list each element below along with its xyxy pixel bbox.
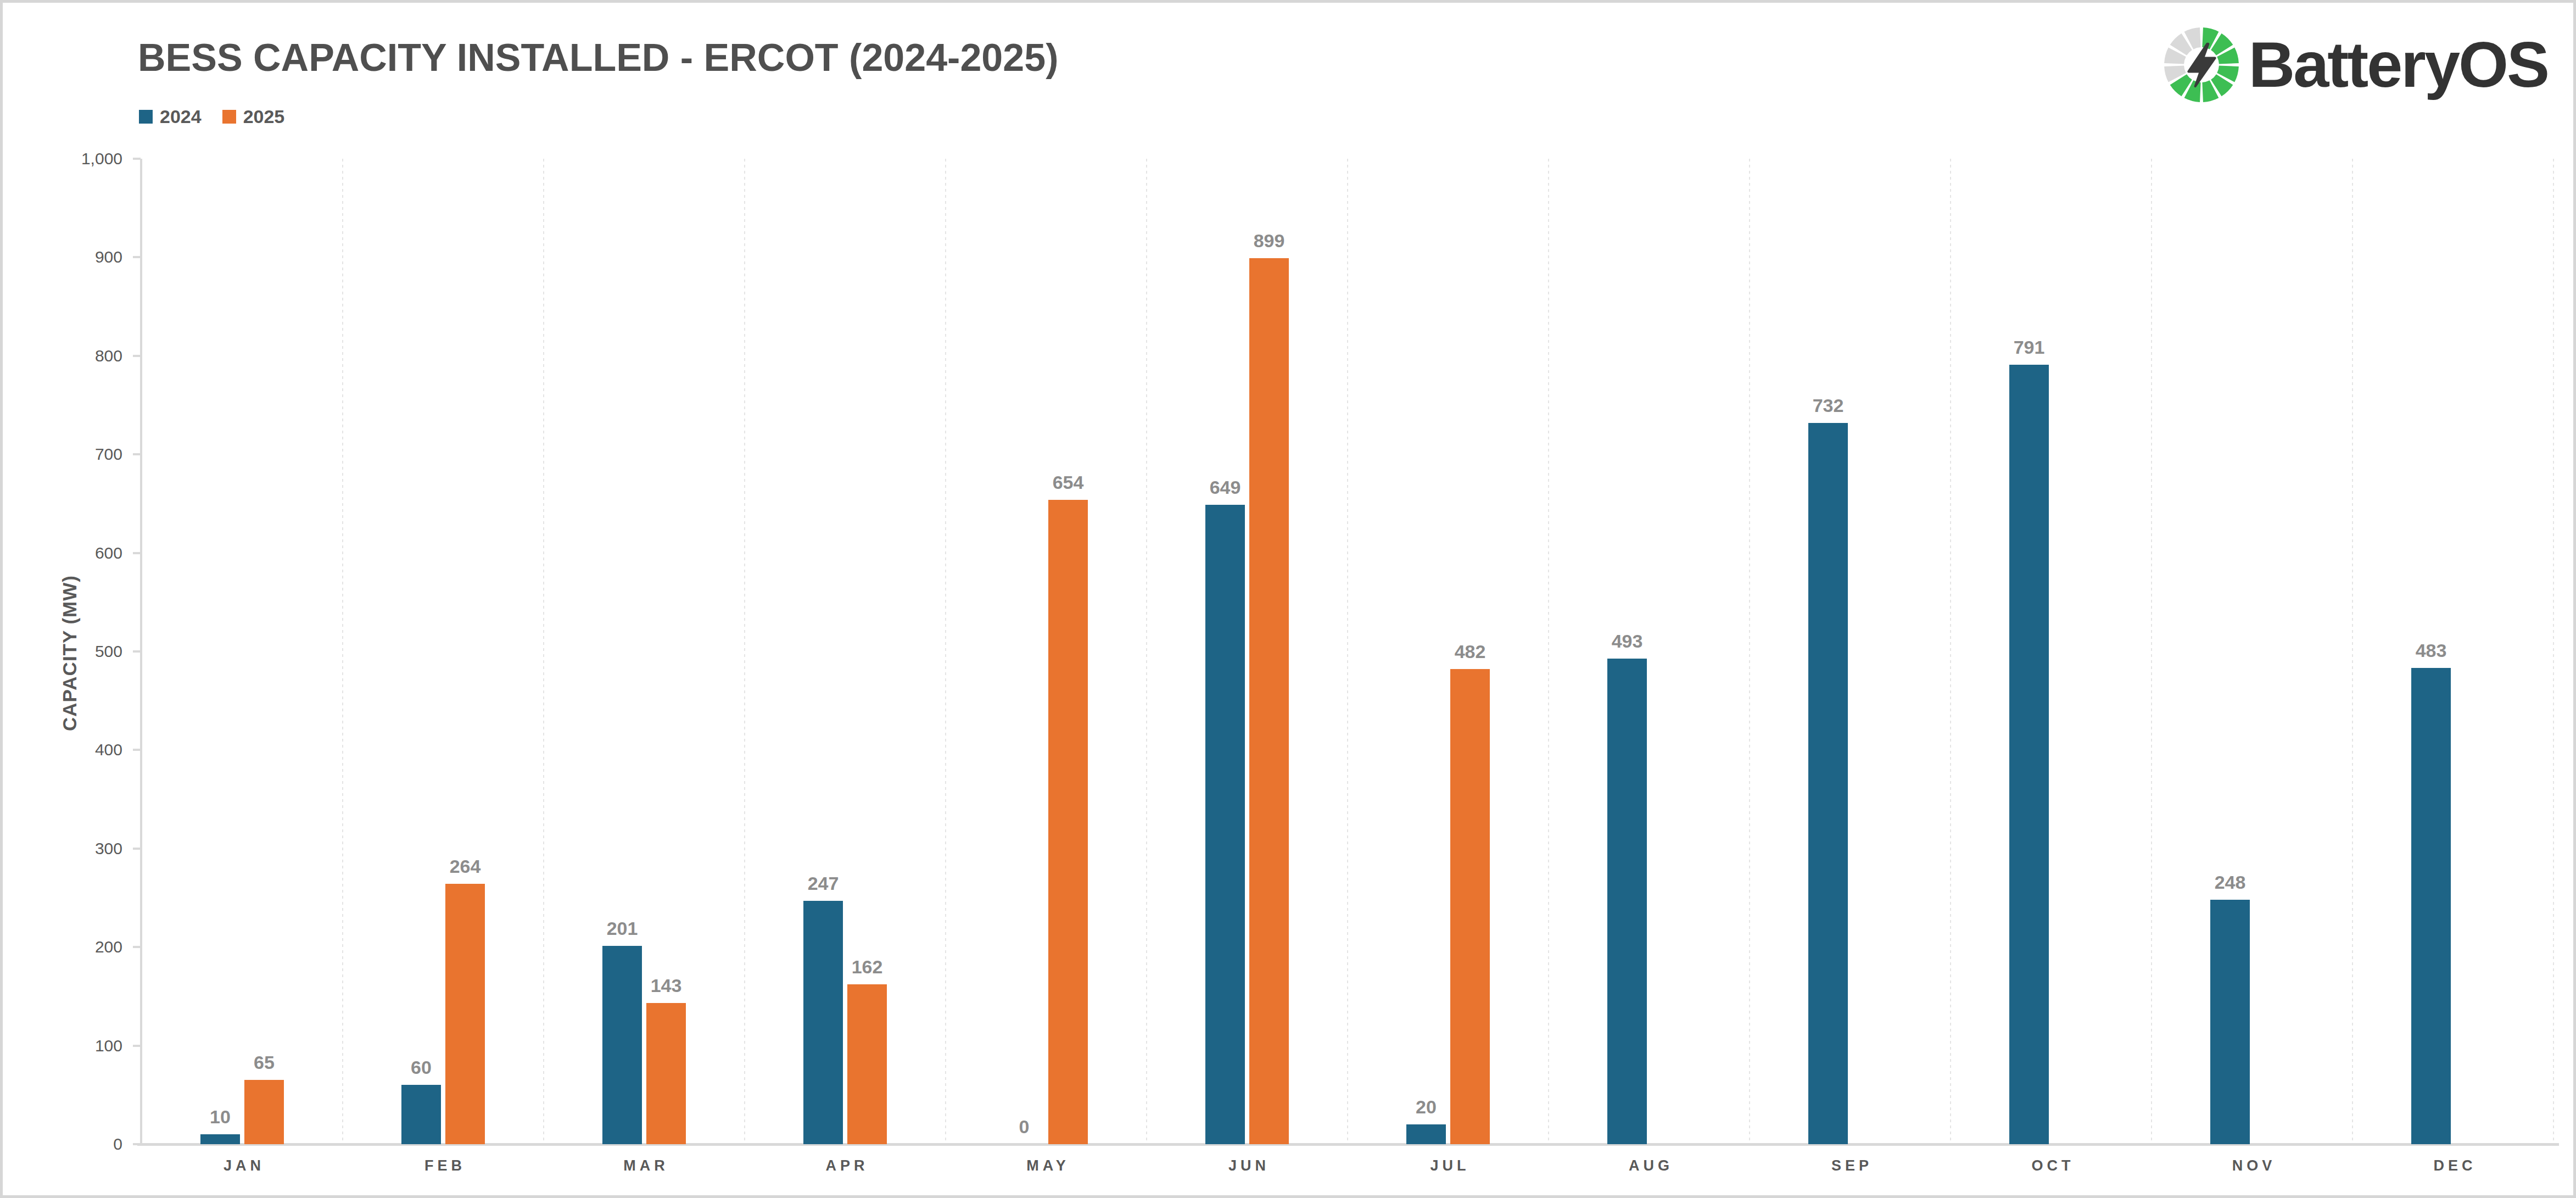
bar-2025-jan [244, 1080, 284, 1144]
y-tick-mark [133, 650, 141, 653]
value-label-2024-aug: 493 [1589, 630, 1666, 652]
bar-2024-apr [803, 901, 843, 1144]
bar-2024-sep [1808, 423, 1848, 1144]
bar-2024-jun [1205, 505, 1245, 1144]
y-tick-mark [133, 552, 141, 554]
value-label-2025-mar: 143 [628, 974, 705, 996]
x-axis-label-aug: AUG [1549, 1157, 1750, 1174]
value-label-2024-mar: 201 [584, 917, 661, 939]
value-label-2024-dec: 483 [2393, 639, 2469, 661]
x-axis-label-jun: JUN [1147, 1157, 1348, 1174]
bar-2025-jul [1450, 669, 1490, 1144]
month-separator-gridline [2151, 159, 2152, 1143]
bar-2025-may [1048, 500, 1088, 1144]
x-axis-label-sep: SEP [1750, 1157, 1951, 1174]
y-tick-mark [133, 158, 141, 160]
legend-label-2025: 2025 [243, 106, 285, 127]
value-label-2025-jul: 482 [1432, 640, 1508, 662]
value-label-2025-may: 654 [1030, 471, 1107, 493]
y-tick-label: 800 [24, 344, 122, 367]
month-separator-gridline [1749, 159, 1750, 1143]
y-tick-mark [133, 453, 141, 455]
bar-2025-mar [646, 1003, 686, 1144]
value-label-2024-oct: 791 [1991, 336, 2067, 358]
lightning-bolt-icon [2188, 44, 2215, 86]
y-tick-mark [133, 1045, 141, 1047]
month-separator-gridline [543, 159, 544, 1143]
bar-2024-dec [2411, 668, 2451, 1144]
month-separator-gridline [2553, 159, 2554, 1143]
legend: 2024 2025 [139, 106, 284, 127]
y-tick-label: 900 [24, 246, 122, 269]
x-axis-label-dec: DEC [2353, 1157, 2553, 1174]
batteryos-logo: BatteryOS [2163, 25, 2548, 105]
legend-label-2024: 2024 [160, 106, 202, 127]
x-axis-label-apr: APR [745, 1157, 946, 1174]
x-axis-label-jan: JAN [142, 1157, 343, 1174]
y-tick-label: 500 [24, 640, 122, 663]
x-axis-label-feb: FEB [343, 1157, 544, 1174]
chart-title: BESS CAPACITY INSTALLED - ERCOT (2024-20… [138, 36, 1058, 80]
x-axis-label-may: MAY [946, 1157, 1147, 1174]
value-label-2025-jan: 65 [226, 1051, 303, 1073]
y-tick-mark [133, 946, 141, 948]
y-tick-mark [133, 256, 141, 258]
bar-2024-oct [2009, 365, 2049, 1144]
month-separator-gridline [1347, 159, 1348, 1143]
bar-2024-feb [401, 1085, 441, 1144]
y-tick-label: 600 [24, 542, 122, 565]
value-label-2025-jun: 899 [1231, 230, 1307, 252]
x-axis-label-oct: OCT [1951, 1157, 2152, 1174]
month-separator-gridline [342, 159, 343, 1143]
bar-2024-aug [1607, 659, 1647, 1144]
legend-item-2025: 2025 [222, 106, 285, 127]
logo-wordmark: BatteryOS [2249, 26, 2548, 103]
bar-2024-jan [200, 1134, 240, 1144]
value-label-2024-sep: 732 [1790, 394, 1867, 416]
y-tick-label: 400 [24, 738, 122, 761]
legend-swatch-2024 [139, 110, 153, 124]
x-axis-label-mar: MAR [544, 1157, 745, 1174]
y-tick-label: 300 [24, 837, 122, 860]
bar-2025-apr [847, 984, 887, 1144]
x-axis-baseline [137, 1143, 2559, 1146]
y-tick-label: 700 [24, 443, 122, 466]
month-separator-gridline [1548, 159, 1549, 1143]
battery-ring-icon [2163, 26, 2240, 103]
month-separator-gridline [2352, 159, 2353, 1143]
month-separator-gridline [945, 159, 946, 1143]
x-axis-label-nov: NOV [2152, 1157, 2353, 1174]
y-tick-mark [133, 749, 141, 751]
value-label-2024-apr: 247 [785, 872, 862, 894]
chart-canvas: BESS CAPACITY INSTALLED - ERCOT (2024-20… [0, 0, 2576, 1198]
y-tick-mark [133, 848, 141, 850]
y-tick-label: 0 [24, 1133, 122, 1156]
legend-item-2024: 2024 [139, 106, 202, 127]
x-axis-label-jul: JUL [1348, 1157, 1549, 1174]
value-label-2025-feb: 264 [427, 855, 504, 877]
bar-2024-nov [2210, 900, 2250, 1144]
bar-2025-feb [445, 884, 485, 1144]
y-tick-mark [133, 1143, 141, 1145]
legend-swatch-2025 [222, 110, 236, 124]
value-label-2025-apr: 162 [829, 956, 906, 978]
month-separator-gridline [744, 159, 745, 1143]
y-tick-label: 100 [24, 1034, 122, 1057]
month-separator-gridline [1146, 159, 1147, 1143]
bar-2025-jun [1249, 258, 1289, 1144]
month-separator-gridline [1950, 159, 1951, 1143]
y-tick-label: 1,000 [24, 147, 122, 170]
y-tick-mark [133, 355, 141, 357]
value-label-2024-nov: 248 [2192, 871, 2268, 893]
y-tick-label: 200 [24, 935, 122, 959]
bar-2024-jul [1406, 1124, 1446, 1144]
